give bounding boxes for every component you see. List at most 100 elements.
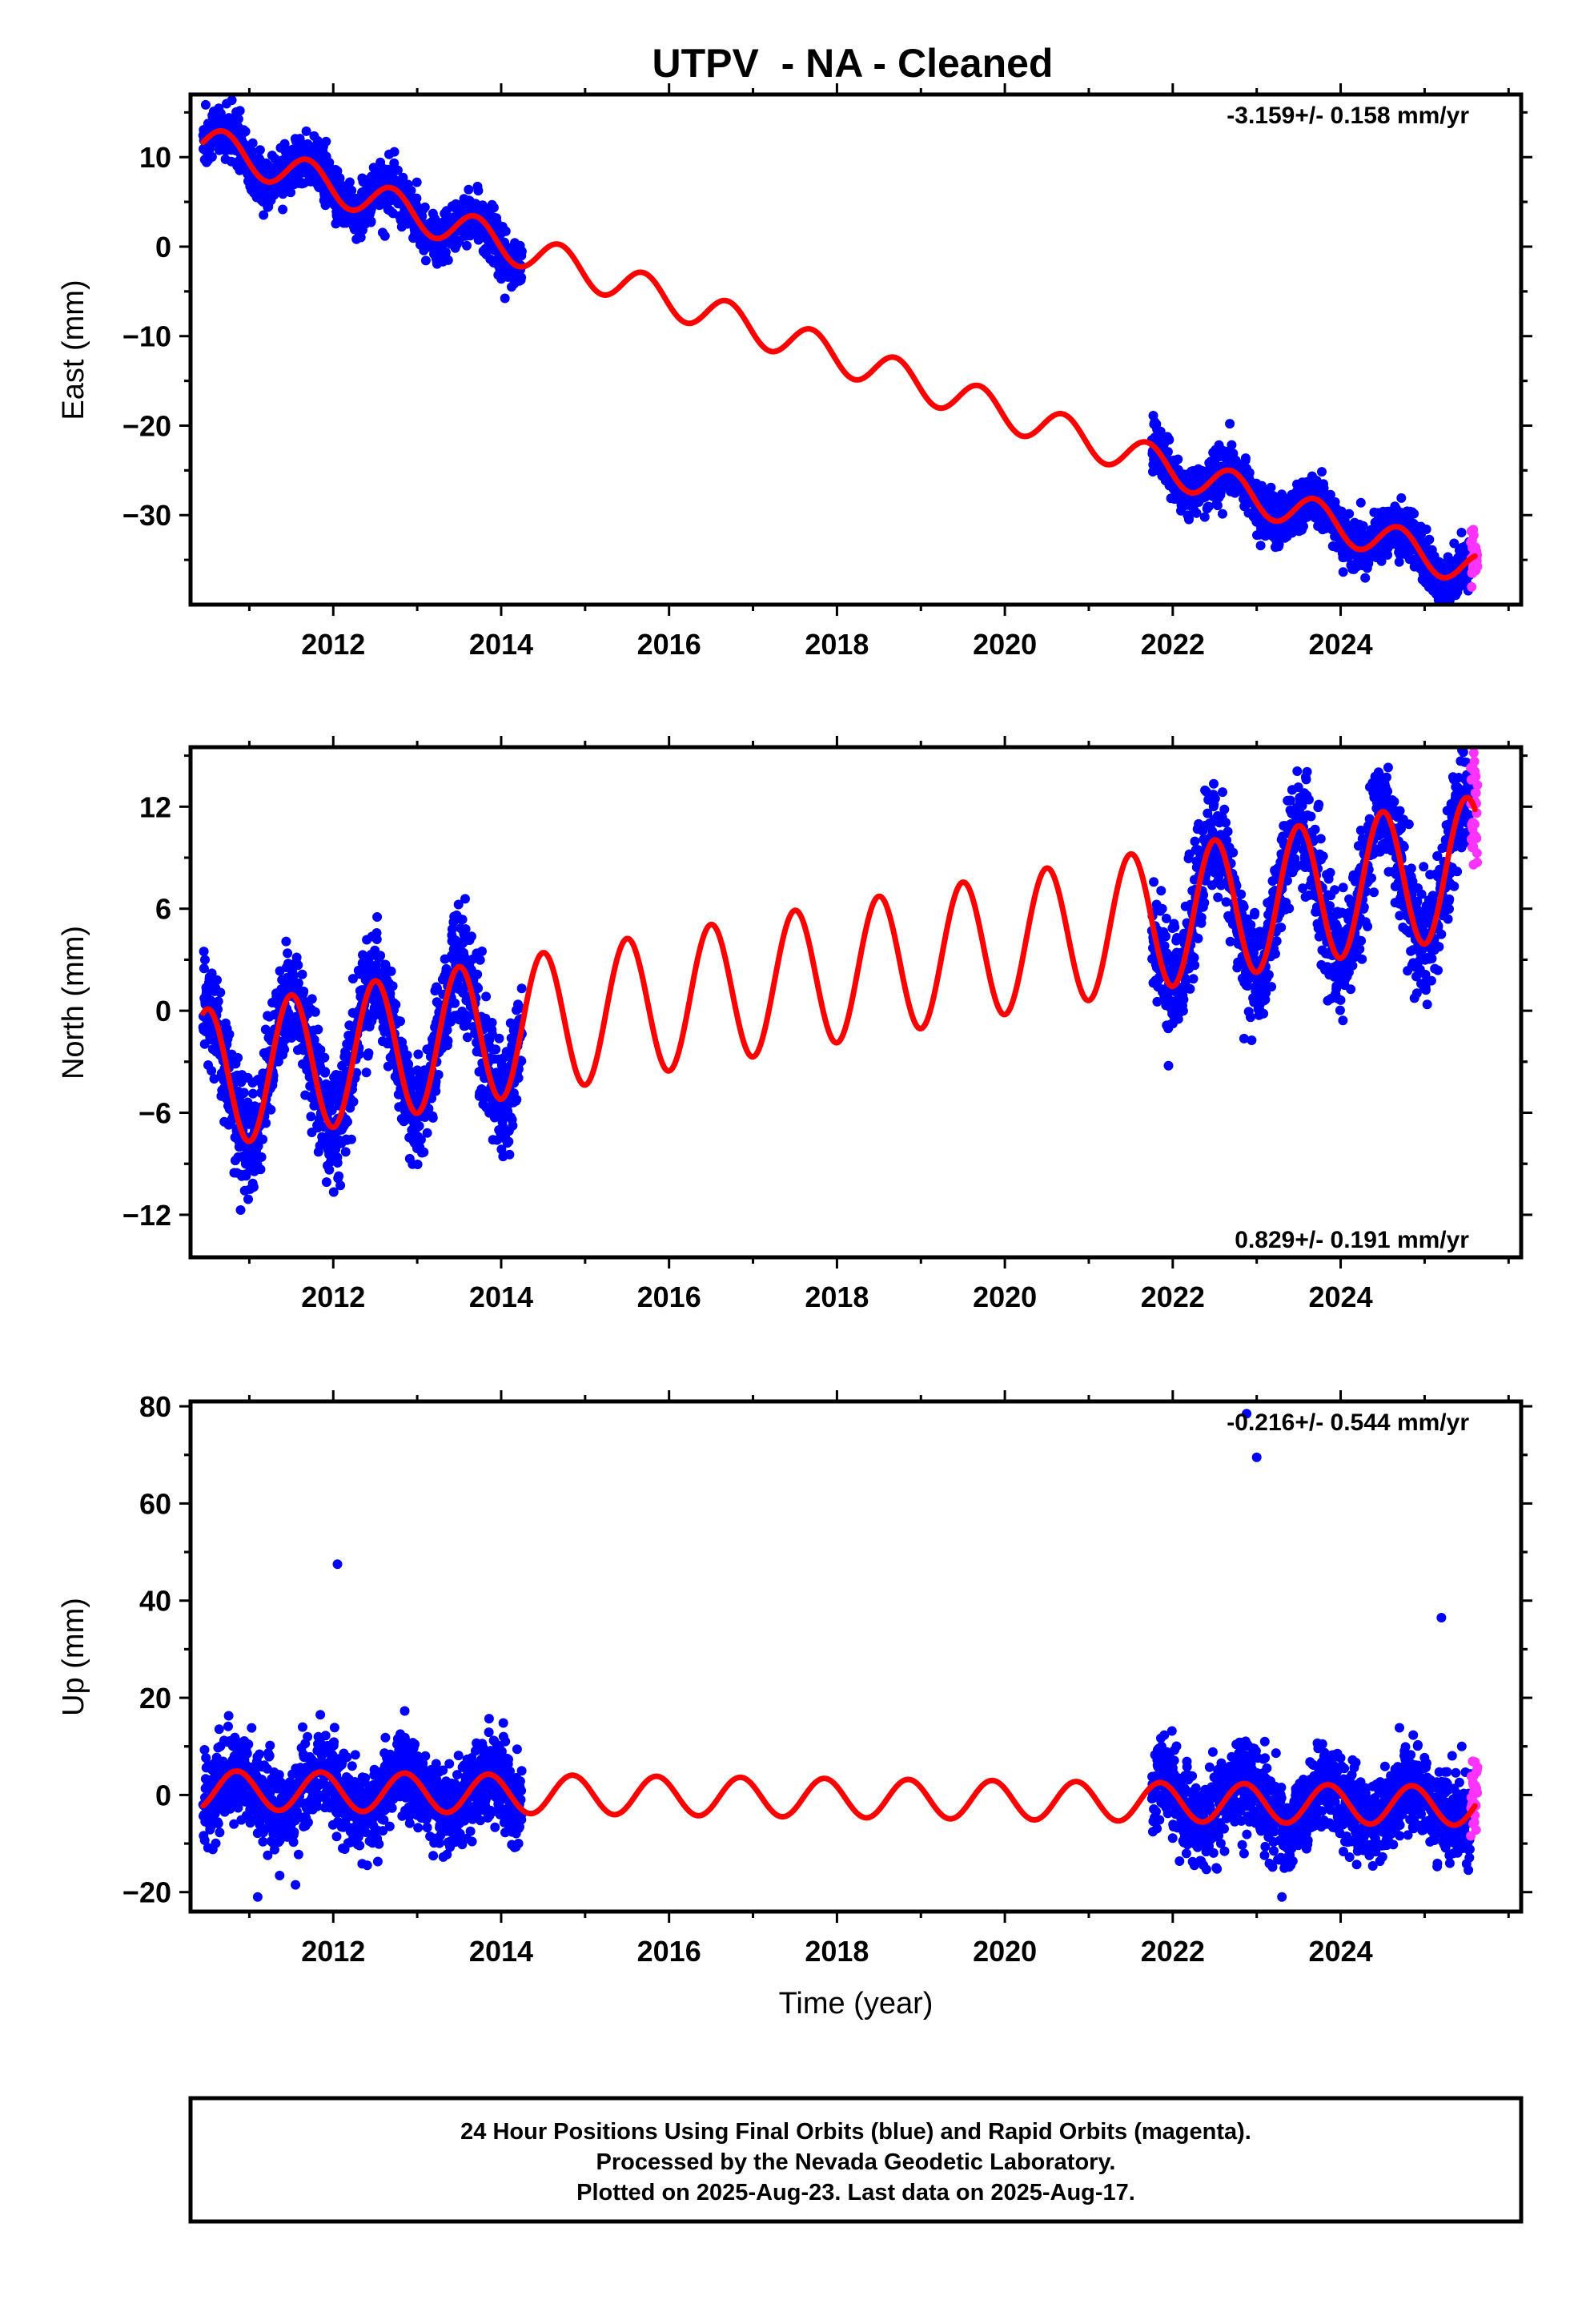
north-final-point bbox=[442, 1025, 452, 1035]
north-final-point bbox=[1302, 766, 1312, 777]
north-final-point bbox=[319, 1052, 330, 1063]
north-final-point bbox=[473, 983, 484, 993]
north-final-point bbox=[487, 1018, 497, 1027]
north-final-point bbox=[467, 931, 476, 942]
east-rapid-point bbox=[1468, 530, 1479, 541]
north-final-point bbox=[335, 1180, 346, 1191]
east-final-point bbox=[412, 177, 422, 187]
east-final-point bbox=[1266, 482, 1276, 493]
north-final-point bbox=[313, 1024, 323, 1035]
north-final-point bbox=[494, 1033, 504, 1043]
east-final-point bbox=[1184, 514, 1194, 525]
east-y-tick-label: −20 bbox=[122, 409, 171, 442]
north-final-point bbox=[1250, 907, 1260, 918]
chart-title: UTPV - NA - Cleaned bbox=[652, 41, 1054, 86]
north-final-point bbox=[1239, 902, 1249, 912]
north-final-point bbox=[299, 986, 309, 996]
north-final-point bbox=[1263, 970, 1274, 980]
north-final-point bbox=[472, 969, 483, 979]
north-final-point bbox=[293, 960, 303, 971]
north-final-point bbox=[475, 955, 485, 965]
north-final-point bbox=[324, 1164, 335, 1175]
north-final-point bbox=[233, 1052, 243, 1063]
east-final-point bbox=[516, 246, 527, 256]
east-final-point bbox=[335, 174, 345, 183]
north-final-point bbox=[1228, 847, 1239, 858]
north-final-point bbox=[1236, 889, 1247, 899]
north-final-point bbox=[1221, 818, 1231, 828]
east-final-point bbox=[1274, 539, 1284, 549]
north-final-point bbox=[258, 1134, 268, 1144]
north-final-point bbox=[1271, 949, 1280, 959]
north-final-point bbox=[340, 1147, 351, 1157]
north-final-point bbox=[460, 894, 470, 904]
north-final-point bbox=[1284, 903, 1295, 914]
north-final-point bbox=[239, 1088, 249, 1098]
north-final-point bbox=[431, 1086, 441, 1096]
north-final-point bbox=[361, 1068, 371, 1078]
north-final-point bbox=[504, 1149, 515, 1160]
north-final-point bbox=[428, 1112, 438, 1123]
east-final-point bbox=[473, 186, 484, 196]
north-final-point bbox=[419, 1147, 429, 1157]
north-final-point bbox=[450, 998, 460, 1008]
north-final-point bbox=[391, 999, 401, 1010]
north-final-point bbox=[348, 1096, 359, 1107]
east-final-point bbox=[1421, 525, 1431, 534]
north-final-point bbox=[1259, 1008, 1269, 1019]
north-final-point bbox=[386, 966, 396, 976]
north-final-point bbox=[1190, 960, 1200, 971]
north-final-point bbox=[1225, 936, 1235, 947]
east-final-point bbox=[1212, 501, 1223, 511]
east-x-tick-label: 2014 bbox=[469, 628, 533, 661]
north-final-point bbox=[307, 994, 317, 1004]
east-final-point bbox=[321, 136, 331, 147]
east-final-point bbox=[320, 200, 331, 211]
north-final-point bbox=[1193, 933, 1203, 943]
north-final-point bbox=[224, 1029, 235, 1039]
east-final-point bbox=[1299, 521, 1308, 532]
east-final-point bbox=[286, 187, 296, 198]
east-final-point bbox=[1155, 426, 1166, 436]
east-final-point bbox=[301, 126, 311, 136]
north-final-point bbox=[481, 991, 492, 1002]
east-final-point bbox=[1409, 509, 1419, 519]
north-final-point bbox=[1190, 836, 1200, 846]
east-final-point bbox=[462, 240, 472, 251]
east-final-point bbox=[278, 204, 288, 215]
east-final-point bbox=[389, 147, 400, 157]
east-x-tick-label: 2016 bbox=[637, 628, 701, 661]
north-final-point bbox=[343, 1116, 352, 1127]
north-final-point bbox=[320, 1067, 331, 1077]
north-final-point bbox=[433, 1070, 444, 1080]
east-x-tick-label: 2022 bbox=[1141, 628, 1205, 661]
east-final-point bbox=[1338, 567, 1348, 577]
north-final-point bbox=[1310, 824, 1320, 834]
east-final-point bbox=[1162, 447, 1173, 457]
east-final-point bbox=[235, 106, 245, 116]
east-final-point bbox=[406, 186, 416, 195]
north-final-point bbox=[248, 1182, 259, 1192]
north-final-point bbox=[1303, 794, 1314, 805]
north-final-point bbox=[1306, 811, 1316, 822]
north-final-point bbox=[1221, 897, 1231, 907]
north-final-point bbox=[1188, 974, 1199, 984]
east-final-point bbox=[443, 255, 453, 265]
east-final-point bbox=[227, 95, 237, 106]
north-final-point bbox=[372, 912, 383, 922]
north-final-point bbox=[1292, 766, 1303, 776]
north-final-point bbox=[283, 948, 293, 959]
east-rapid-point bbox=[1472, 561, 1483, 572]
east-final-point bbox=[440, 247, 451, 257]
north-final-point bbox=[1199, 898, 1210, 908]
north-final-point bbox=[243, 1194, 253, 1204]
east-x-tick-label: 2018 bbox=[805, 628, 869, 661]
east-final-point bbox=[1191, 508, 1202, 518]
east-final-point bbox=[1173, 454, 1183, 464]
north-final-point bbox=[297, 969, 307, 979]
north-final-point bbox=[477, 946, 487, 956]
north-final-point bbox=[504, 1136, 514, 1147]
east-final-point bbox=[398, 172, 408, 183]
north-final-point bbox=[516, 983, 527, 994]
north-final-point bbox=[1219, 804, 1230, 814]
